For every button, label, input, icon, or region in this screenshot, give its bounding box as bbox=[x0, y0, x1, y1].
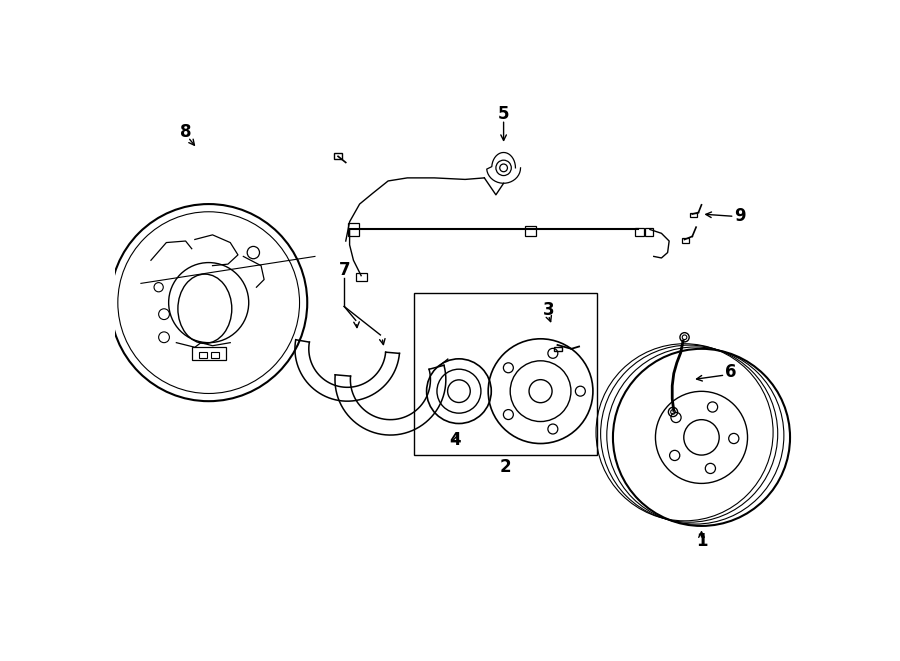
Bar bbox=[554, 346, 562, 351]
Bar bbox=[200, 352, 207, 358]
Bar bbox=[348, 223, 359, 235]
Text: 4: 4 bbox=[449, 431, 461, 449]
Bar bbox=[192, 346, 226, 360]
Polygon shape bbox=[487, 153, 520, 183]
Bar bbox=[526, 225, 536, 237]
Text: 1: 1 bbox=[696, 532, 707, 551]
Bar bbox=[634, 228, 644, 235]
Text: 6: 6 bbox=[725, 363, 736, 381]
Text: 5: 5 bbox=[498, 105, 509, 123]
Text: 9: 9 bbox=[734, 208, 746, 225]
Text: 3: 3 bbox=[543, 301, 554, 319]
Text: 2: 2 bbox=[500, 458, 511, 477]
Text: 7: 7 bbox=[338, 261, 350, 280]
Bar bbox=[645, 228, 653, 235]
Bar bbox=[690, 213, 697, 217]
Bar bbox=[356, 274, 366, 281]
Bar bbox=[413, 293, 597, 455]
Bar bbox=[334, 153, 342, 159]
Text: 8: 8 bbox=[180, 123, 192, 141]
Bar bbox=[211, 352, 219, 358]
Bar bbox=[682, 238, 689, 243]
